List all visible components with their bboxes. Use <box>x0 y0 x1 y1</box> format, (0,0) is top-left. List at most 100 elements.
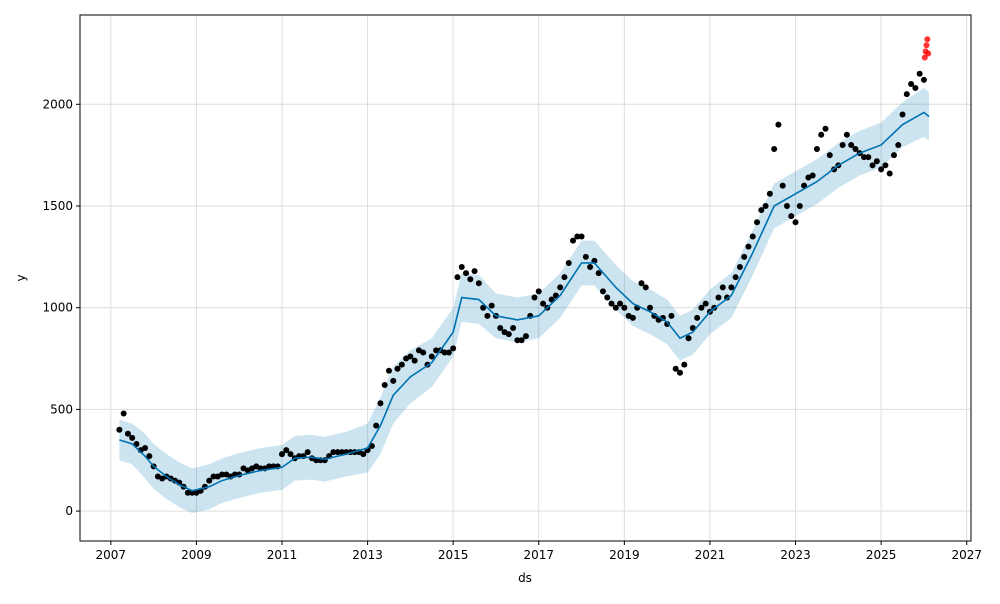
observed-point <box>920 76 927 83</box>
observed-point <box>813 146 820 153</box>
observed-point <box>304 449 311 456</box>
observed-point <box>535 288 542 295</box>
recent-actual-point <box>924 36 931 43</box>
observed-point <box>450 345 457 352</box>
observed-point <box>463 270 470 277</box>
observed-point <box>557 284 564 291</box>
observed-point <box>552 292 559 299</box>
recent-actual-point <box>925 50 932 57</box>
observed-point <box>916 70 923 77</box>
x-tick-label: 2009 <box>181 548 212 562</box>
observed-point <box>736 264 743 271</box>
x-tick-label: 2011 <box>267 548 298 562</box>
x-axis-label: ds <box>518 571 532 585</box>
observed-point <box>540 300 547 307</box>
observed-point <box>484 312 491 319</box>
observed-point <box>394 365 401 372</box>
observed-point <box>882 162 889 169</box>
observed-point <box>428 353 435 360</box>
observed-point <box>587 264 594 271</box>
observed-point <box>839 141 846 148</box>
observed-point <box>565 259 572 266</box>
observed-point <box>467 276 474 283</box>
observed-point <box>865 154 872 161</box>
y-axis: 0 500 1000 1500 2000 <box>42 97 80 518</box>
x-tick-label: 2015 <box>438 548 469 562</box>
observed-point <box>861 154 868 161</box>
observed-point <box>621 304 628 311</box>
recent-actual-point <box>921 54 928 61</box>
observed-point <box>599 288 606 295</box>
observed-point <box>715 294 722 301</box>
x-tick-label: 2017 <box>523 548 554 562</box>
observed-point <box>792 219 799 226</box>
observed-point <box>518 337 525 344</box>
observed-point <box>582 253 589 260</box>
observed-point <box>818 131 825 138</box>
observed-point <box>826 152 833 159</box>
observed-point <box>475 280 482 287</box>
observed-point <box>809 172 816 179</box>
observed-point <box>278 451 285 458</box>
observed-points <box>116 70 927 496</box>
forecast-line <box>119 111 930 492</box>
observed-point <box>672 365 679 372</box>
uncertainty-interval <box>119 88 930 514</box>
observed-point <box>124 430 131 437</box>
observed-point <box>595 270 602 277</box>
observed-point <box>381 381 388 388</box>
observed-point <box>385 367 392 374</box>
observed-point <box>822 125 829 132</box>
y-tick-label: 500 <box>50 402 73 416</box>
observed-point <box>510 325 517 332</box>
observed-point <box>873 158 880 165</box>
observed-point <box>664 320 671 327</box>
observed-point <box>728 284 735 291</box>
observed-point <box>749 233 756 240</box>
observed-point <box>411 357 418 364</box>
observed-point <box>681 361 688 368</box>
observed-point <box>647 304 654 311</box>
observed-point <box>788 213 795 220</box>
observed-point <box>886 170 893 177</box>
x-tick-label: 2007 <box>96 548 127 562</box>
x-tick-label: 2027 <box>951 548 982 562</box>
observed-point <box>676 369 683 376</box>
observed-point <box>497 325 504 332</box>
observed-point <box>766 190 773 197</box>
observed-point <box>604 294 611 301</box>
observed-point <box>206 477 213 484</box>
observed-point <box>783 202 790 209</box>
observed-point <box>338 449 345 456</box>
observed-point <box>398 361 405 368</box>
observed-point <box>702 300 709 307</box>
observed-point <box>129 434 136 441</box>
y-tick-label: 1500 <box>42 199 73 213</box>
observed-point <box>908 80 915 87</box>
observed-point <box>899 111 906 118</box>
observed-point <box>732 274 739 281</box>
observed-point <box>617 300 624 307</box>
observed-point <box>142 445 149 452</box>
observed-point <box>480 304 487 311</box>
observed-point <box>574 233 581 240</box>
observed-point <box>668 312 675 319</box>
observed-point <box>471 268 478 275</box>
observed-point <box>685 335 692 342</box>
observed-point <box>287 451 294 458</box>
y-tick-label: 1000 <box>42 301 73 315</box>
observed-point <box>283 447 290 454</box>
observed-point <box>407 353 414 360</box>
x-tick-label: 2023 <box>780 548 811 562</box>
x-tick-label: 2013 <box>352 548 383 562</box>
observed-point <box>869 162 876 169</box>
observed-point <box>514 337 521 344</box>
recent-actual-points <box>921 36 932 61</box>
observed-point <box>796 202 803 209</box>
observed-point <box>642 284 649 291</box>
observed-point <box>219 471 226 478</box>
x-tick-label: 2019 <box>609 548 640 562</box>
observed-point <box>454 274 461 281</box>
observed-point <box>852 146 859 153</box>
